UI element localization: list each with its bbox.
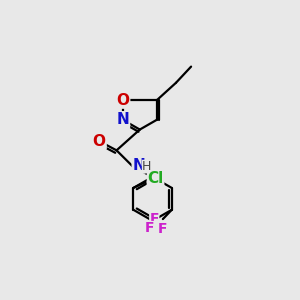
Text: F: F xyxy=(149,212,159,226)
Text: O: O xyxy=(93,134,106,148)
Text: F: F xyxy=(145,221,154,235)
Text: F: F xyxy=(158,223,167,236)
Text: N: N xyxy=(132,158,145,173)
Text: O: O xyxy=(116,93,129,108)
Text: H: H xyxy=(142,160,152,173)
Text: N: N xyxy=(116,112,129,127)
Text: Cl: Cl xyxy=(147,171,164,186)
